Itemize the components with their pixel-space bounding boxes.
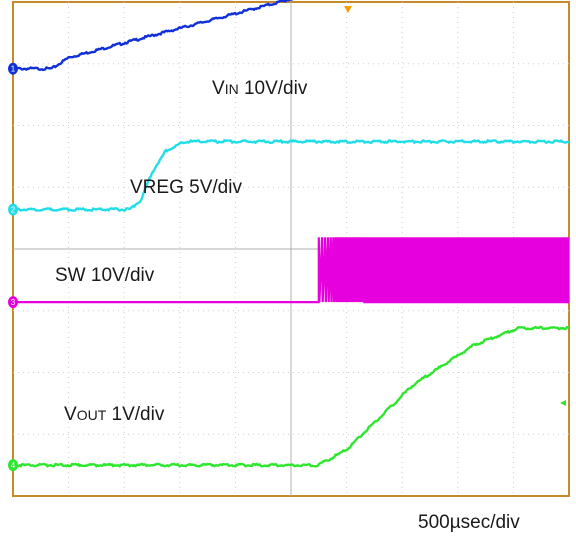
channel-marker-3: 3 <box>8 296 18 309</box>
series-label-vout: VOUT 1V/div <box>64 404 165 425</box>
trace-sw <box>13 237 365 304</box>
channel-number: 1 <box>11 65 16 74</box>
trace-vreg <box>12 139 570 212</box>
trace-sw-switching-band <box>363 237 569 303</box>
waveform-traces <box>12 0 570 468</box>
trigger-position-marker <box>344 6 352 13</box>
series-label-sw: SW 10V/div <box>55 265 155 286</box>
channel-marker-1: 1 <box>8 62 18 75</box>
timebase-label: 500µsec/div <box>418 512 520 533</box>
channel-marker-dot <box>8 62 18 75</box>
channel-markers: 1 2 3 4 <box>8 62 18 472</box>
series-label-vreg: VREG 5V/div <box>130 177 242 198</box>
channel-marker-4: 4 <box>8 459 18 472</box>
channel-number: 4 <box>11 461 16 470</box>
channel-number: 3 <box>11 298 16 307</box>
trigger-level-marker <box>560 400 566 406</box>
series-label-vin: VIN 10V/div <box>212 78 308 99</box>
channel-marker-dot <box>8 296 18 309</box>
channel-marker-dot <box>8 459 18 472</box>
channel-number: 2 <box>11 205 16 214</box>
channel-marker-2: 2 <box>8 203 18 216</box>
channel-marker-dot <box>8 203 18 216</box>
trace-vin <box>12 0 294 72</box>
trace-vout <box>12 325 570 468</box>
